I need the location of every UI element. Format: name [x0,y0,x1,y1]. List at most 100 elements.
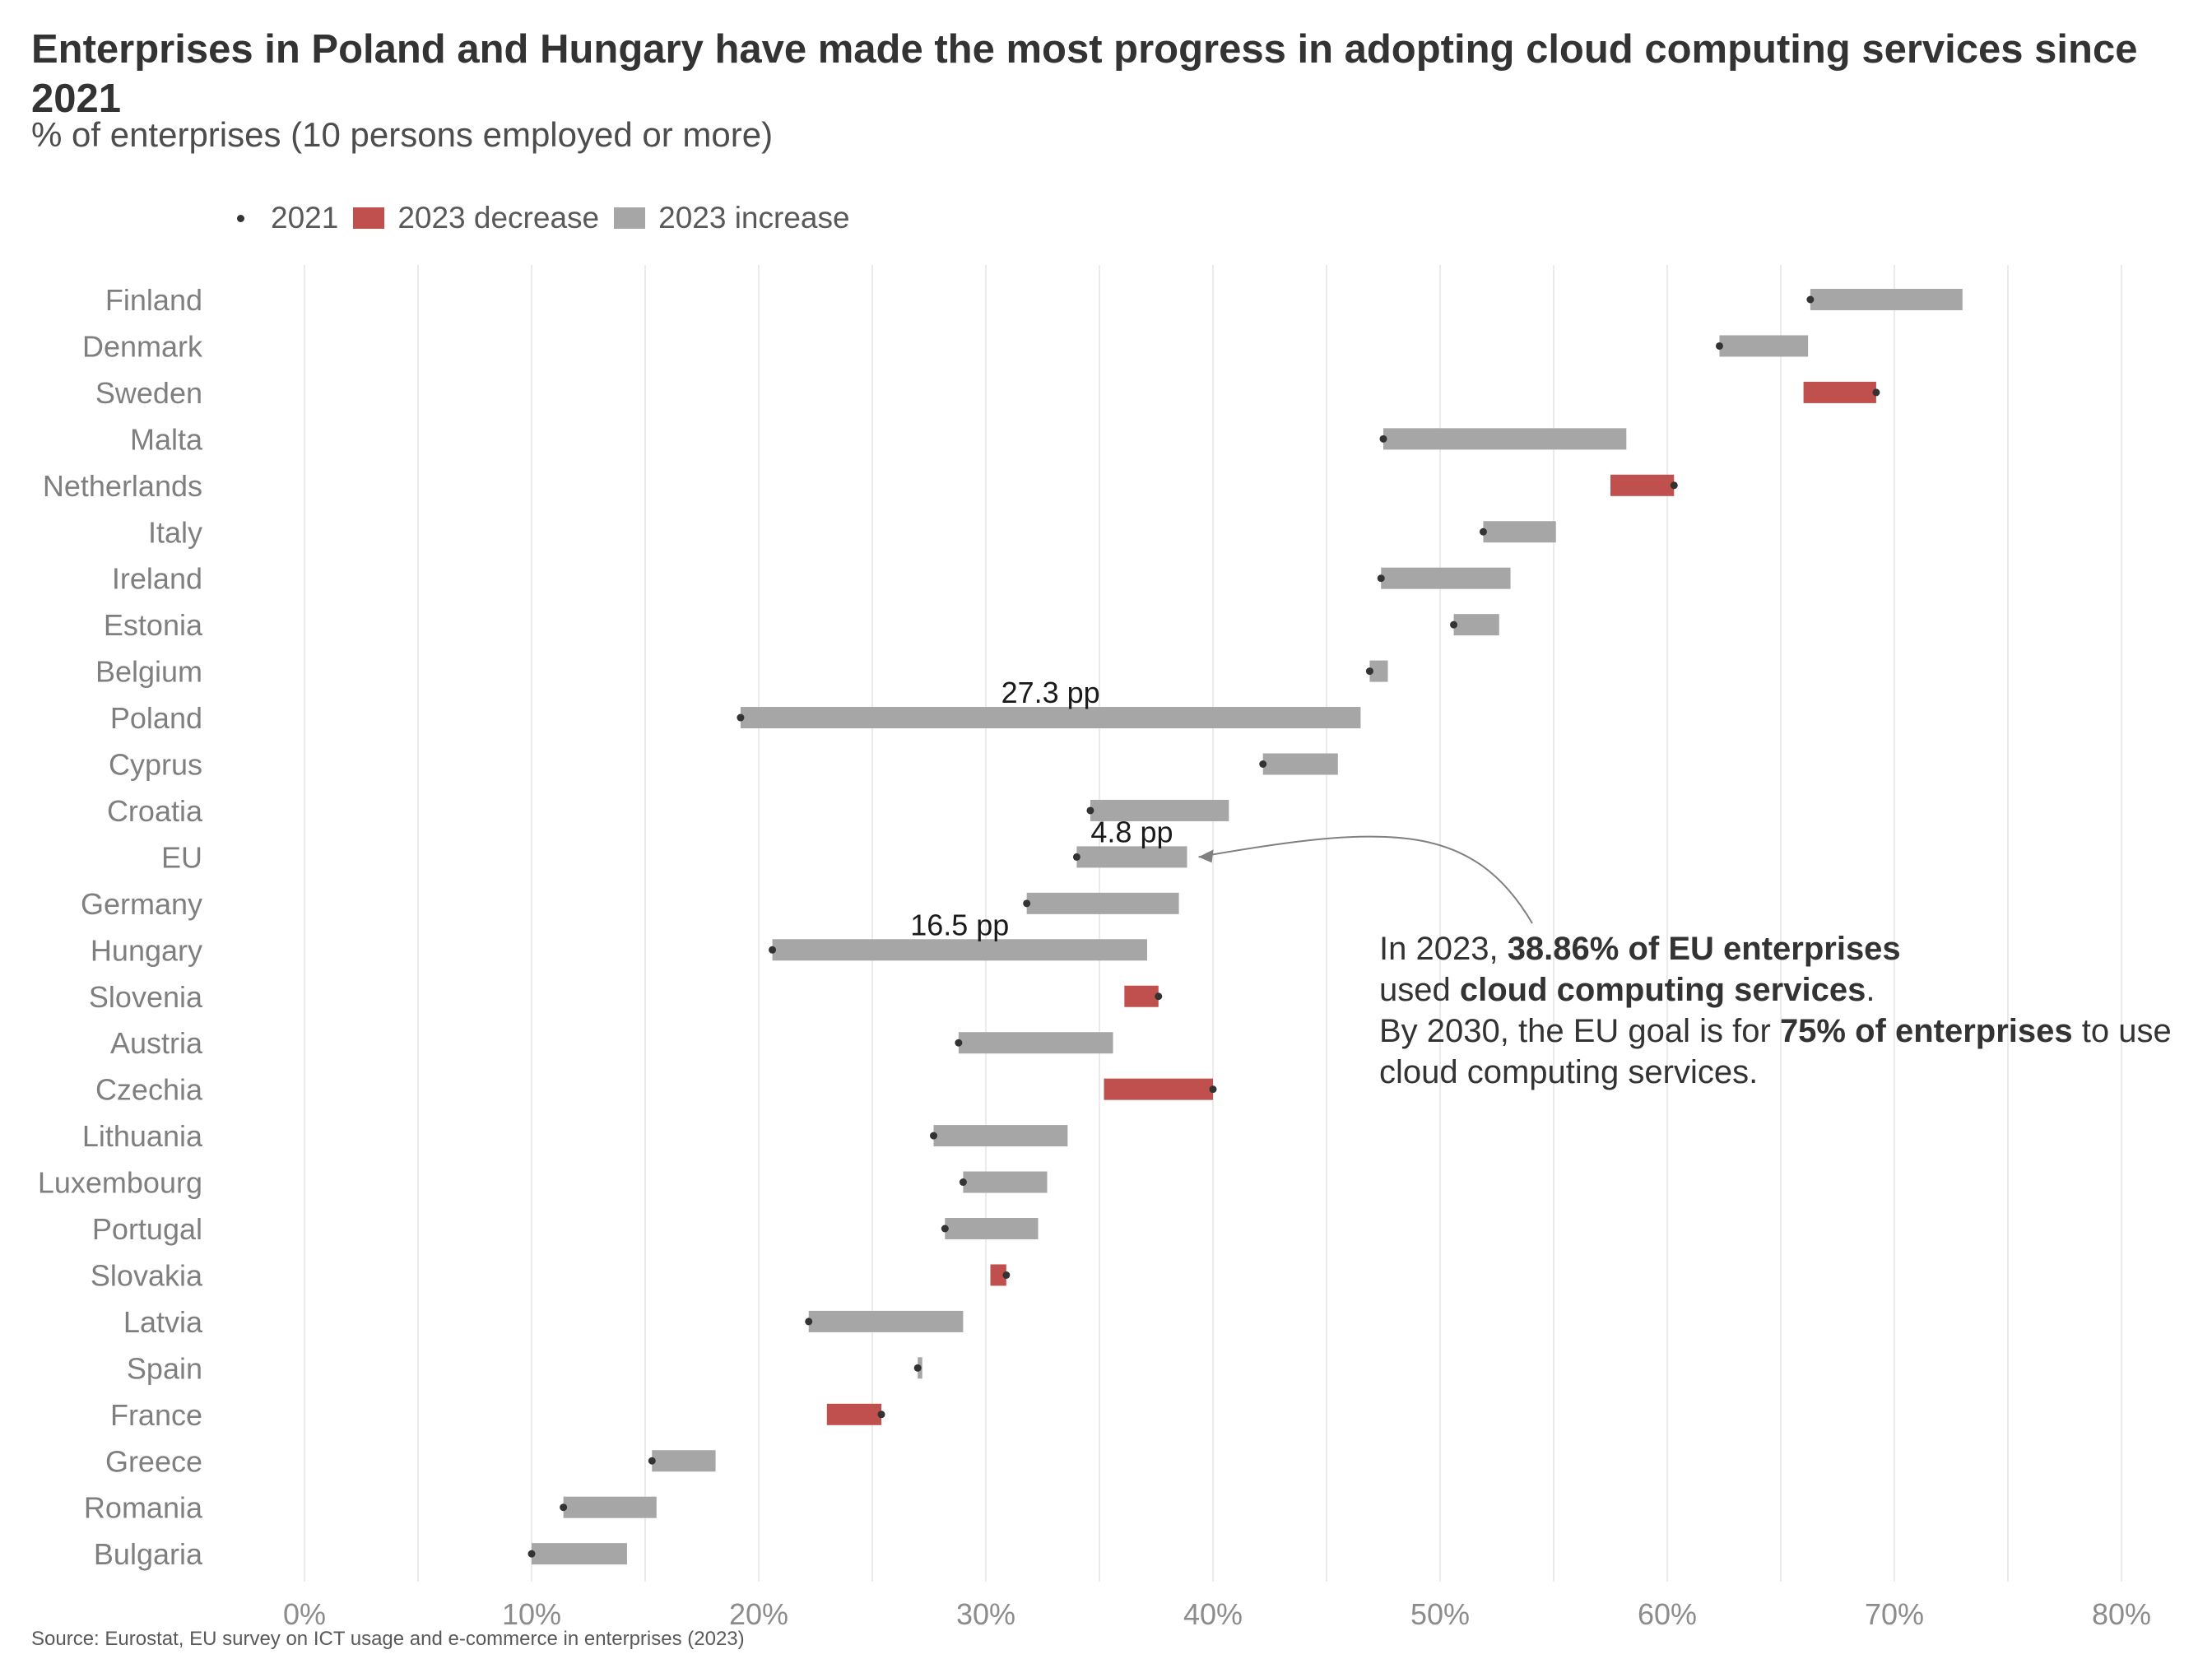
bar-austria [958,1032,1113,1054]
category-label: Latvia [123,1305,203,1339]
legend: 2021 2023 decrease 2023 increase [237,198,865,239]
category-label: Belgium [95,655,202,689]
pp-annotation: 4.8 pp [1090,815,1173,848]
bar-netherlands [1610,474,1675,496]
dot-2021-germany [1023,899,1031,908]
bar-cyprus [1262,753,1338,775]
eu-goal-annotation: In 2023, 38.86% of EU enterprises used cl… [1379,928,2186,1093]
bar-slovakia [990,1264,1006,1286]
category-label: Germany [81,887,202,921]
grid-lines [304,265,2122,1582]
dot-2021-slovakia [1002,1271,1011,1279]
dot-2021-malta [1379,434,1387,443]
dot-2021-belgium [1365,667,1373,676]
category-label: Bulgaria [94,1537,203,1571]
bar-slovenia [1124,985,1159,1007]
annotation-arrow [1198,835,1533,924]
pp-annotations: 27.3 pp 4.8 pp 16.5 pp [910,676,1173,941]
x-axis-ticks: 0% 10% 20% 30% 40% 50% 60% 70% 80% [283,1597,2151,1629]
bar-romania [563,1496,657,1518]
x-tick-label: 20% [729,1597,788,1629]
category-labels: Finland Denmark Sweden Malta Netherlands Ital… [38,283,203,1571]
dot-2021-lithuania [930,1132,938,1140]
category-label: Poland [110,701,202,735]
category-label: Spain [127,1351,202,1385]
bar-malta [1383,428,1627,450]
dot-2021-czechia [1209,1085,1217,1094]
bar-croatia [1090,799,1229,821]
x-tick-label: 0% [283,1597,326,1629]
bar-ireland [1381,567,1511,589]
legend-item-decrease: 2023 decrease [353,201,599,235]
bar-germany [1026,892,1179,914]
range-bars [532,289,1963,1565]
x-tick-label: 10% [502,1597,561,1629]
x-tick-label: 70% [1865,1597,1924,1629]
annotation-bold-2: cloud computing services [1459,972,1866,1008]
bar-belgium [1369,660,1388,682]
category-label: Finland [105,283,202,317]
dot-2021-cyprus [1259,760,1267,768]
dot-2021-eu [1072,853,1080,861]
category-label: Greece [105,1444,202,1478]
dot-2021-portugal [941,1224,949,1233]
category-label: Hungary [91,933,202,967]
legend-label-increase: 2023 increase [658,201,850,235]
source-note: Source: Eurostat, EU survey on ICT usage… [31,1628,745,1650]
bar-sweden [1803,381,1876,403]
category-label: Slovakia [91,1258,203,1292]
dot-2021-austria [955,1039,963,1047]
dot-2021-spain [913,1364,922,1372]
dot-2021-denmark [1715,342,1723,350]
annotation-bold-1: 38.86% of EU enterprises [1507,931,1901,967]
dot-2021-hungary [769,946,777,954]
category-label: Slovenia [89,980,203,1014]
bar-lithuania [933,1125,1068,1147]
dumbbell-chart: Finland Denmark Sweden Malta Netherlands Ital… [38,265,2151,1629]
x-tick-label: 60% [1638,1597,1697,1629]
category-label: Netherlands [43,469,202,503]
annotation-bold-3: 75% of enterprises [1779,1013,2073,1049]
dot-2021-latvia [805,1317,813,1326]
annotation-text-3: . [1866,972,1875,1008]
category-label: Austria [110,1026,203,1060]
arrowhead-icon [1198,849,1214,863]
bar-finland [1810,289,1963,310]
chart-subtitle: % of enterprises (10 persons employed or… [31,115,774,154]
category-label: Czechia [95,1073,203,1107]
category-label: Luxembourg [38,1166,202,1200]
bar-luxembourg [963,1171,1048,1193]
annotation-text-2: used [1379,972,1460,1008]
bar-czechia [1104,1078,1213,1100]
category-label: Italy [148,515,202,549]
pp-annotation: 16.5 pp [910,908,1009,941]
dot-2021-netherlands [1670,481,1678,490]
pp-annotation: 27.3 pp [1001,676,1100,709]
x-tick-label: 50% [1410,1597,1470,1629]
bar-france [826,1403,882,1425]
dot-2021-estonia [1450,620,1458,629]
legend-decrease-swatch [353,207,385,229]
legend-item-2021: 2021 [237,201,338,235]
bar-bulgaria [532,1543,627,1565]
category-label: Croatia [107,794,203,828]
legend-increase-swatch [614,207,646,229]
category-label: Malta [130,422,203,456]
dot-2021-ireland [1377,574,1385,583]
category-label: Denmark [82,329,203,363]
bar-denmark [1719,335,1809,357]
x-tick-label: 30% [956,1597,1015,1629]
annotation-text-1: In 2023, [1379,931,1508,967]
bar-eu [1076,846,1187,868]
dot-2021-france [877,1410,885,1419]
bar-latvia [808,1310,964,1332]
dot-2021-luxembourg [959,1178,967,1187]
legend-dot-icon [237,214,244,222]
dot-2021-romania [560,1503,568,1512]
category-label: Estonia [104,608,203,642]
category-label: Cyprus [109,748,202,782]
x-tick-label: 40% [1183,1597,1243,1629]
category-label: Sweden [95,376,202,410]
legend-label-decrease: 2023 decrease [397,201,600,235]
dot-2021-poland [737,713,745,722]
